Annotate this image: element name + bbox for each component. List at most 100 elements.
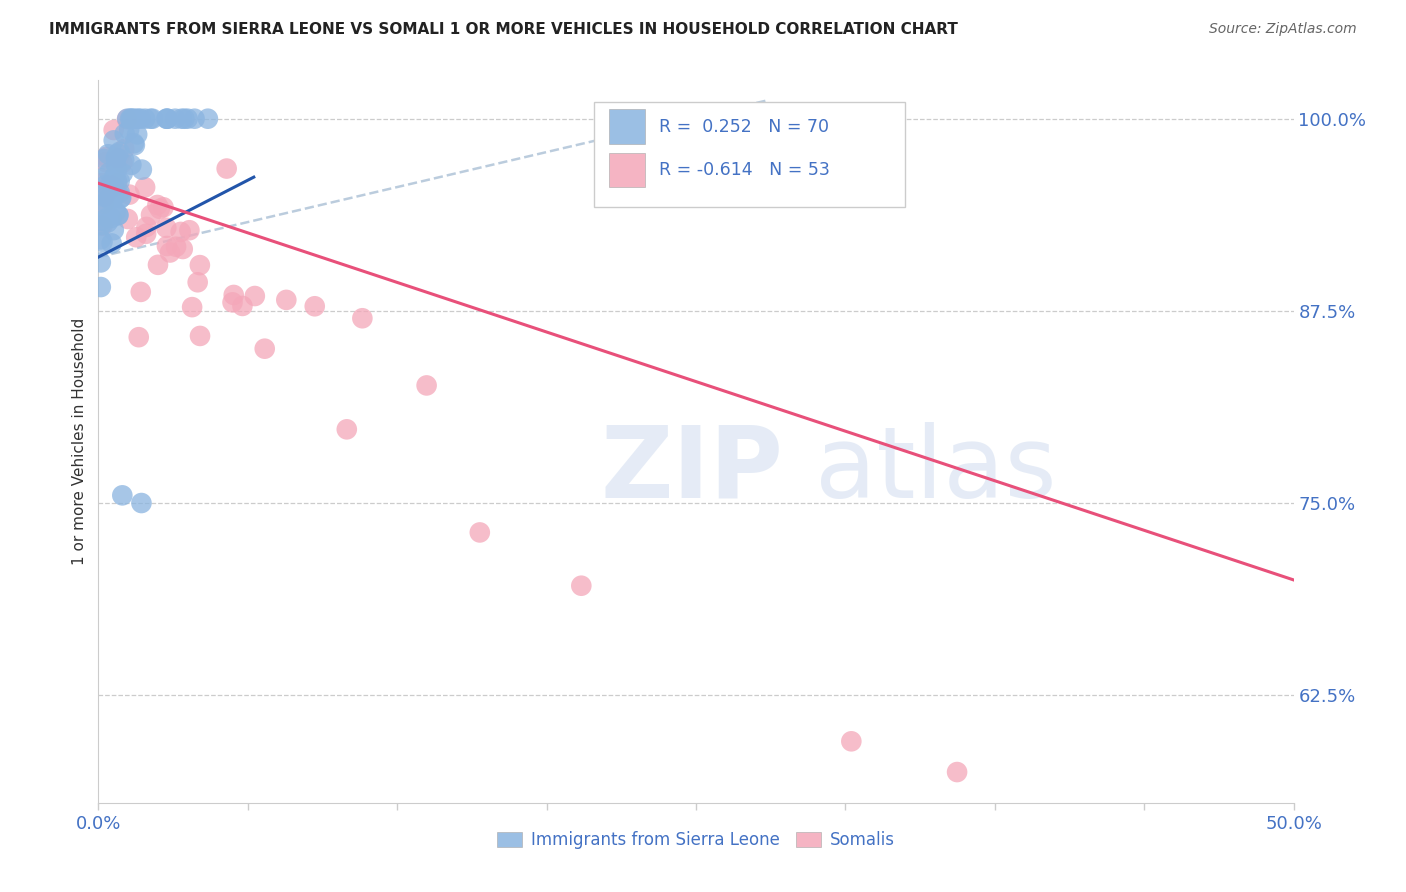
Point bbox=[159, 245, 181, 260]
Point bbox=[134, 112, 156, 126]
Point bbox=[569, 579, 592, 593]
Point bbox=[110, 191, 132, 205]
Point bbox=[98, 184, 121, 198]
Point bbox=[94, 150, 117, 164]
Point bbox=[103, 190, 125, 204]
Point bbox=[105, 163, 128, 178]
Point bbox=[120, 158, 142, 172]
Point bbox=[103, 169, 125, 184]
Point bbox=[111, 488, 134, 502]
Point bbox=[117, 211, 139, 226]
Point bbox=[197, 112, 219, 126]
Point bbox=[110, 190, 132, 204]
Point bbox=[94, 178, 117, 192]
Text: IMMIGRANTS FROM SIERRA LEONE VS SOMALI 1 OR MORE VEHICLES IN HOUSEHOLD CORRELATI: IMMIGRANTS FROM SIERRA LEONE VS SOMALI 1… bbox=[49, 22, 957, 37]
Point bbox=[231, 299, 253, 313]
FancyBboxPatch shape bbox=[609, 109, 644, 144]
Point bbox=[101, 182, 124, 196]
Point bbox=[165, 112, 187, 126]
Point bbox=[131, 496, 153, 510]
Point bbox=[98, 178, 121, 192]
Point bbox=[97, 215, 120, 229]
Point bbox=[90, 198, 112, 212]
Point bbox=[105, 174, 128, 188]
Legend: Immigrants from Sierra Leone, Somalis: Immigrants from Sierra Leone, Somalis bbox=[491, 824, 901, 856]
Point bbox=[139, 208, 162, 222]
Point bbox=[129, 112, 152, 126]
Point bbox=[115, 112, 138, 127]
Point bbox=[120, 112, 142, 126]
Point bbox=[118, 187, 141, 202]
Point bbox=[101, 187, 124, 202]
Point bbox=[117, 112, 139, 126]
Point bbox=[243, 289, 266, 303]
Point bbox=[90, 255, 112, 269]
Point bbox=[131, 162, 153, 177]
Point bbox=[253, 342, 276, 356]
Point bbox=[128, 330, 150, 344]
Point bbox=[146, 198, 169, 212]
Point bbox=[107, 208, 129, 222]
Point bbox=[122, 136, 145, 151]
Point bbox=[124, 112, 146, 126]
Point bbox=[169, 225, 191, 239]
Point bbox=[221, 295, 243, 310]
Point bbox=[135, 219, 157, 234]
Point bbox=[107, 146, 129, 161]
Point bbox=[91, 219, 114, 233]
Point bbox=[104, 181, 127, 195]
Point bbox=[127, 128, 149, 142]
Point bbox=[104, 205, 127, 219]
Point bbox=[105, 177, 128, 191]
Point bbox=[93, 189, 115, 203]
Point bbox=[149, 202, 172, 216]
Point bbox=[114, 127, 136, 141]
FancyBboxPatch shape bbox=[595, 102, 905, 207]
Point bbox=[155, 220, 177, 235]
Point bbox=[103, 133, 125, 147]
Point bbox=[156, 239, 179, 253]
Point bbox=[336, 422, 359, 436]
Point bbox=[135, 227, 157, 241]
Point bbox=[108, 186, 131, 200]
Point bbox=[90, 232, 112, 246]
Text: R = -0.614   N = 53: R = -0.614 N = 53 bbox=[659, 161, 830, 179]
Point bbox=[134, 180, 156, 194]
Point bbox=[97, 147, 120, 161]
Point bbox=[90, 218, 112, 232]
Point bbox=[94, 189, 117, 203]
Point bbox=[104, 151, 127, 165]
Point bbox=[841, 734, 863, 748]
Point bbox=[93, 196, 115, 211]
Point bbox=[179, 223, 201, 237]
Point bbox=[105, 158, 128, 172]
Point bbox=[94, 191, 117, 205]
Point bbox=[124, 138, 146, 153]
Point bbox=[946, 765, 969, 780]
Point bbox=[304, 299, 326, 313]
Text: atlas: atlas bbox=[815, 422, 1057, 519]
Point bbox=[139, 112, 162, 126]
Point bbox=[155, 112, 177, 126]
Point bbox=[125, 230, 148, 244]
Point bbox=[96, 211, 118, 225]
Point bbox=[112, 153, 135, 168]
Point bbox=[121, 112, 143, 126]
Point bbox=[188, 258, 211, 272]
Point bbox=[222, 288, 245, 302]
Point bbox=[183, 112, 205, 126]
Point bbox=[127, 112, 149, 126]
Point bbox=[215, 161, 238, 176]
Point bbox=[103, 223, 125, 237]
Point bbox=[103, 179, 125, 194]
Point bbox=[98, 165, 121, 179]
Point bbox=[173, 112, 195, 126]
Point bbox=[90, 171, 112, 186]
Point bbox=[172, 242, 194, 256]
Point bbox=[107, 208, 129, 222]
Point bbox=[98, 191, 121, 205]
Point bbox=[141, 112, 163, 126]
Point bbox=[352, 311, 374, 326]
Point bbox=[156, 112, 179, 126]
Point bbox=[176, 112, 198, 126]
